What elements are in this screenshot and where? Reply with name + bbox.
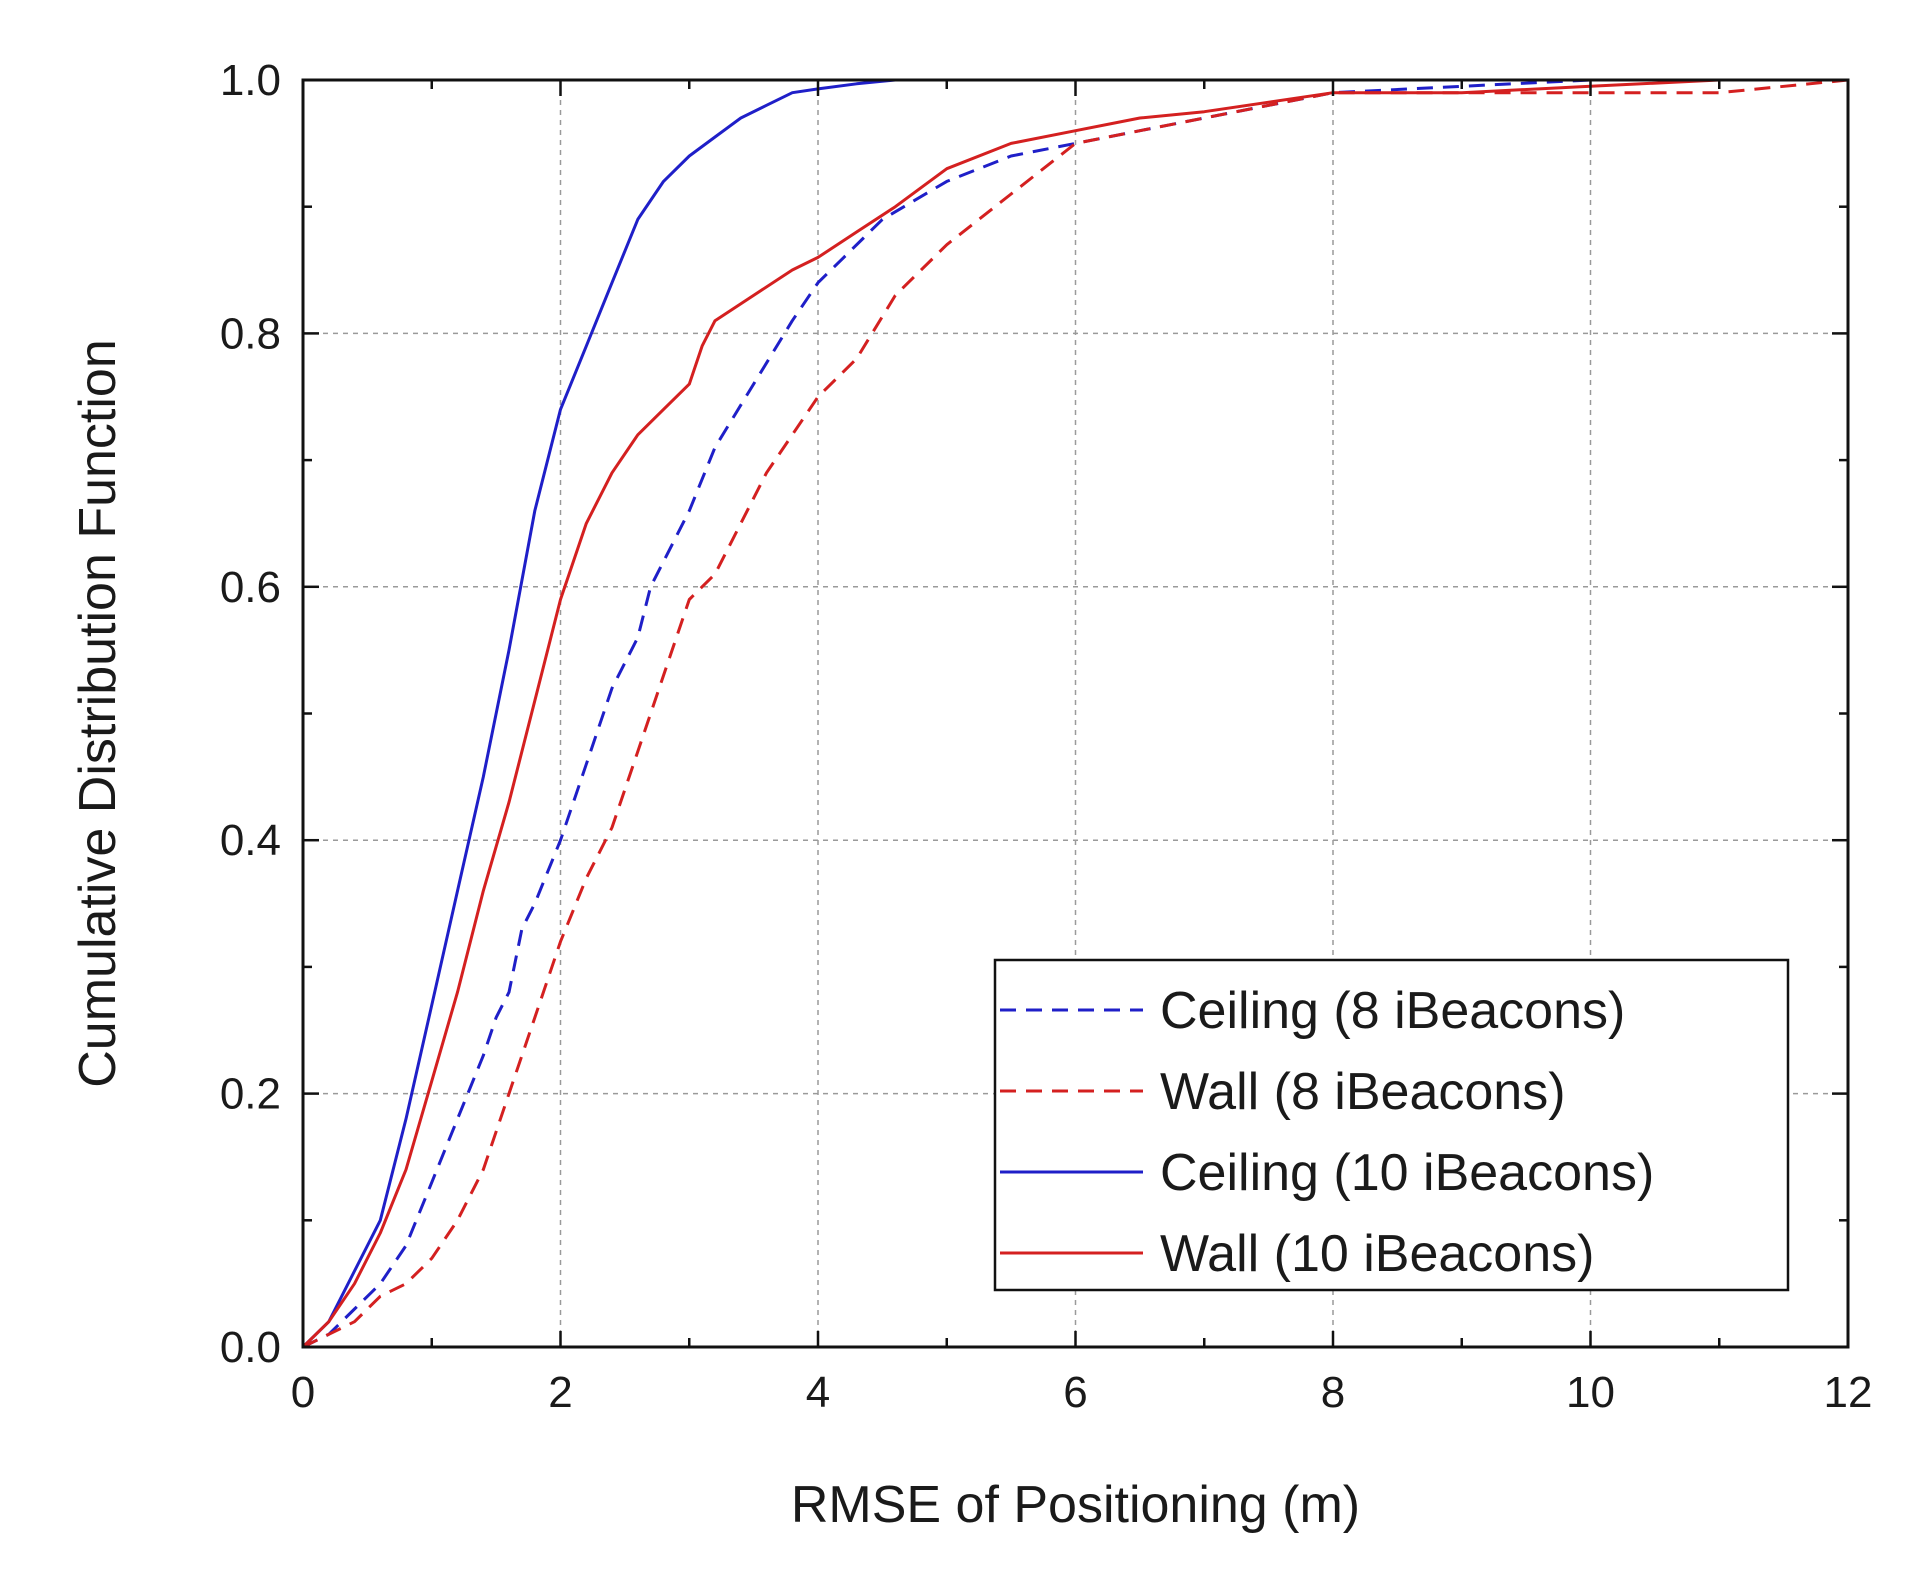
y-tick-label: 0.2: [220, 1070, 281, 1119]
y-tick-label: 0.6: [220, 563, 281, 612]
legend-box: [993, 958, 1790, 1292]
x-tick-label: 0: [291, 1368, 315, 1417]
x-tick-label: 6: [1063, 1368, 1087, 1417]
x-tick-label: 4: [806, 1368, 830, 1417]
x-tick-label: 8: [1321, 1368, 1345, 1417]
legend-label-ceiling-10: Ceiling (10 iBeacons): [1160, 1144, 1654, 1202]
legend-label-wall-8: Wall (8 iBeacons): [1160, 1063, 1566, 1121]
legend-label-ceiling-8: Ceiling (8 iBeacons): [1160, 982, 1625, 1040]
legend-entry-wall-10: Wall (10 iBeacons): [1000, 1225, 1594, 1283]
series-line-1: [302, 78, 1849, 1349]
y-tick-label: 0.0: [220, 1323, 281, 1372]
tick-labels: 0 2 4 6 8 10 12 0.0 0.2 0.4 0.6 0.8 1.0: [220, 56, 1873, 1417]
y-tick-label: 1.0: [220, 56, 281, 105]
legend-label-wall-10: Wall (10 iBeacons): [1160, 1225, 1594, 1283]
series-line-3: [301, 78, 1848, 1349]
y-axis-label: Cumulative Distribution Function: [69, 339, 127, 1088]
x-axis-label: RMSE of Positioning (m): [791, 1476, 1360, 1534]
axis-ticks: [301, 78, 1850, 1349]
y-tick-label: 0.8: [220, 309, 281, 358]
x-tick-label: 10: [1566, 1368, 1615, 1417]
legend-entry-ceiling-8: Ceiling (8 iBeacons): [1000, 982, 1625, 1040]
x-tick-label: 2: [548, 1368, 572, 1417]
legend-entry-ceiling-10: Ceiling (10 iBeacons): [1000, 1144, 1654, 1202]
legend-entry-wall-8: Wall (8 iBeacons): [1000, 1063, 1566, 1121]
y-tick-label: 0.4: [220, 816, 281, 865]
series-lines: [301, 78, 1849, 1349]
legend: Ceiling (8 iBeacons) Wall (8 iBeacons) C…: [993, 958, 1790, 1292]
x-tick-label: 12: [1824, 1368, 1873, 1417]
